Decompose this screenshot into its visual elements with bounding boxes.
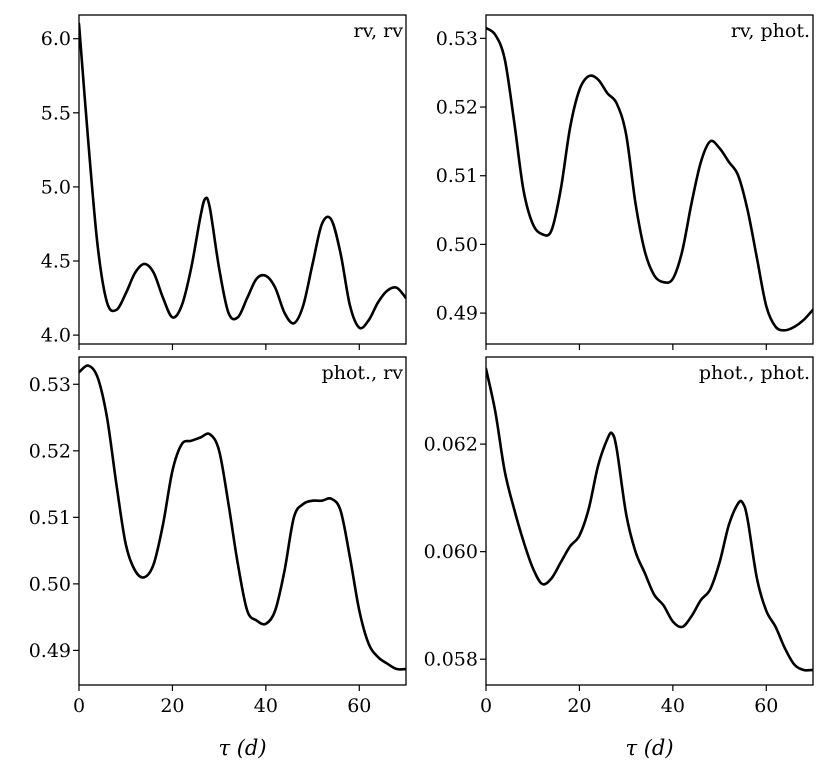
x-axis-label: τ (d) [218, 736, 266, 760]
y-tick-label: 0.52 [436, 97, 478, 119]
y-tick-label: 0.53 [436, 28, 478, 50]
panel-label: phot., rv [322, 362, 404, 384]
subplot-1: 4.0 4.5 5.0 5.5 6.0 rv, rv [41, 14, 407, 350]
y-tick-label: 0.51 [29, 507, 71, 529]
axes-frame [78, 356, 407, 686]
series-line-3 [79, 364, 406, 671]
y-tick-label: 0.50 [29, 573, 71, 595]
subplot-3: 0.49 0.50 0.51 0.52 0.53 0 20 40 60 phot., rv τ (d… [29, 356, 407, 760]
x-tick-label: 20 [567, 695, 591, 717]
x-axis-label: τ (d) [625, 736, 673, 760]
y-tick-label: 0.060 [424, 541, 478, 563]
subplot-4: 0.058 0.060 0.062 0 20 40 60 phot., phot. τ (d) [424, 356, 814, 760]
y-tick-label: 0.062 [424, 434, 478, 456]
panel-label: phot., phot. [699, 362, 810, 384]
y-tick-label: 0.51 [436, 165, 478, 187]
series-line-2 [486, 26, 813, 332]
x-tick-label: 0 [73, 695, 85, 717]
x-tick-label: 40 [661, 695, 685, 717]
y-tick-label: 4.0 [41, 325, 71, 347]
y-tick-label: 5.0 [41, 176, 71, 198]
x-tick-label: 40 [254, 695, 278, 717]
x-tick-label: 20 [160, 695, 184, 717]
panel-label: rv, phot. [731, 20, 810, 42]
y-tick-label: 6.0 [41, 28, 71, 50]
y-tick-label: 5.5 [41, 102, 71, 124]
axes-frame [485, 356, 814, 686]
y-tick-label: 0.058 [424, 649, 478, 671]
x-tick-label: 0 [480, 695, 492, 717]
x-tick-label: 60 [347, 695, 371, 717]
series-line-1 [79, 22, 406, 330]
y-tick-label: 4.5 [41, 251, 71, 273]
y-tick-label: 0.53 [29, 374, 71, 396]
x-tick-label: 60 [754, 695, 778, 717]
axes-frame [485, 14, 814, 345]
y-tick-label: 0.49 [29, 640, 71, 662]
y-tick-label: 0.52 [29, 440, 71, 462]
panel-label: rv, rv [354, 20, 404, 42]
axes-frame [78, 14, 407, 345]
subplot-2: 0.49 0.50 0.51 0.52 0.53 rv, phot. [436, 14, 814, 350]
series-line-4 [486, 367, 813, 672]
y-tick-label: 0.50 [436, 234, 478, 256]
y-tick-label: 0.49 [436, 303, 478, 325]
